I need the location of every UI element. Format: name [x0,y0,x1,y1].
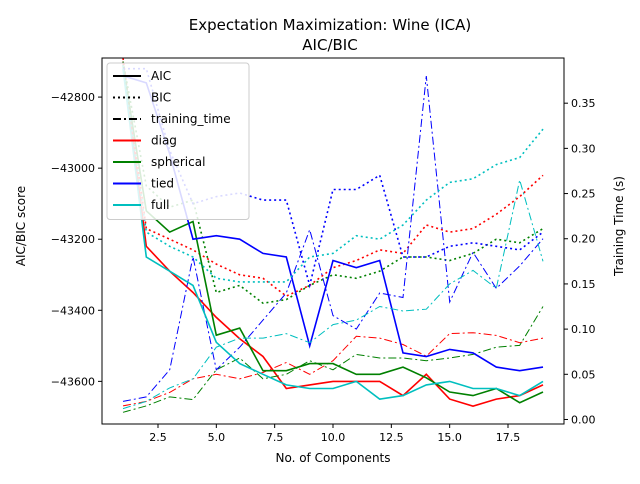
legend-label: full [151,198,170,212]
series-line-full-aic [122,68,544,400]
y-right-tick-label: 0.00 [571,413,596,426]
x-tick-label: 12.5 [379,431,404,444]
x-tick-label: 15.0 [437,431,462,444]
y-left-tick-label: −42800 [51,91,95,104]
axes-layer: 2.5 5.0 7.5 10.0 12.5 15.0 17.5 −43600 −43400 −43… [51,57,596,444]
y-axis-label-left: AIC/BIC score [14,186,28,266]
series-line-full-training-time [122,179,544,410]
y-left-tick-label: −43200 [51,233,95,246]
y-right-tick-label: 0.35 [571,97,596,110]
legend-label: AIC [151,69,171,83]
series-line-full-bic [122,64,544,283]
y-right-tick-label: 0.25 [571,188,596,201]
series-line-diag-aic [122,61,544,408]
y-axis-label-right: Training Time (s) [612,176,626,277]
x-tick-label: 7.5 [266,431,284,444]
x-tick-label: 17.5 [496,431,521,444]
y-right-tick-label: 0.15 [571,278,596,291]
series-line-tied-aic [122,75,544,372]
x-tick-label: 10.0 [321,431,346,444]
y-right-tick-label: 0.30 [571,142,596,155]
y-left-tick-label: −43600 [51,375,95,388]
y-left-tick-label: −43000 [51,162,95,175]
series-line-spherical-aic [122,64,544,404]
series-line-spherical-training-time [122,306,544,413]
chart-title: Expectation Maximization: Wine (ICA) [189,16,472,34]
x-tick-label: 2.5 [149,431,167,444]
y-right-tick-label: 0.10 [571,323,596,336]
legend-label: tied [151,177,174,191]
legend-box [106,62,250,220]
series-line-tied-training-time [122,76,544,402]
legend-label: BIC [151,91,171,105]
y-right-tick-label: 0.05 [571,368,596,381]
legend-label: diag [151,134,177,148]
legend-label: spherical [151,155,205,169]
y-left-tick-label: −43400 [51,304,95,317]
x-axis-label: No. of Components [275,451,390,465]
chart-subtitle: AIC/BIC [302,36,357,54]
y-right-tick-label: 0.20 [571,233,596,246]
legend-label: training_time [151,112,231,126]
x-tick-label: 5.0 [208,431,226,444]
